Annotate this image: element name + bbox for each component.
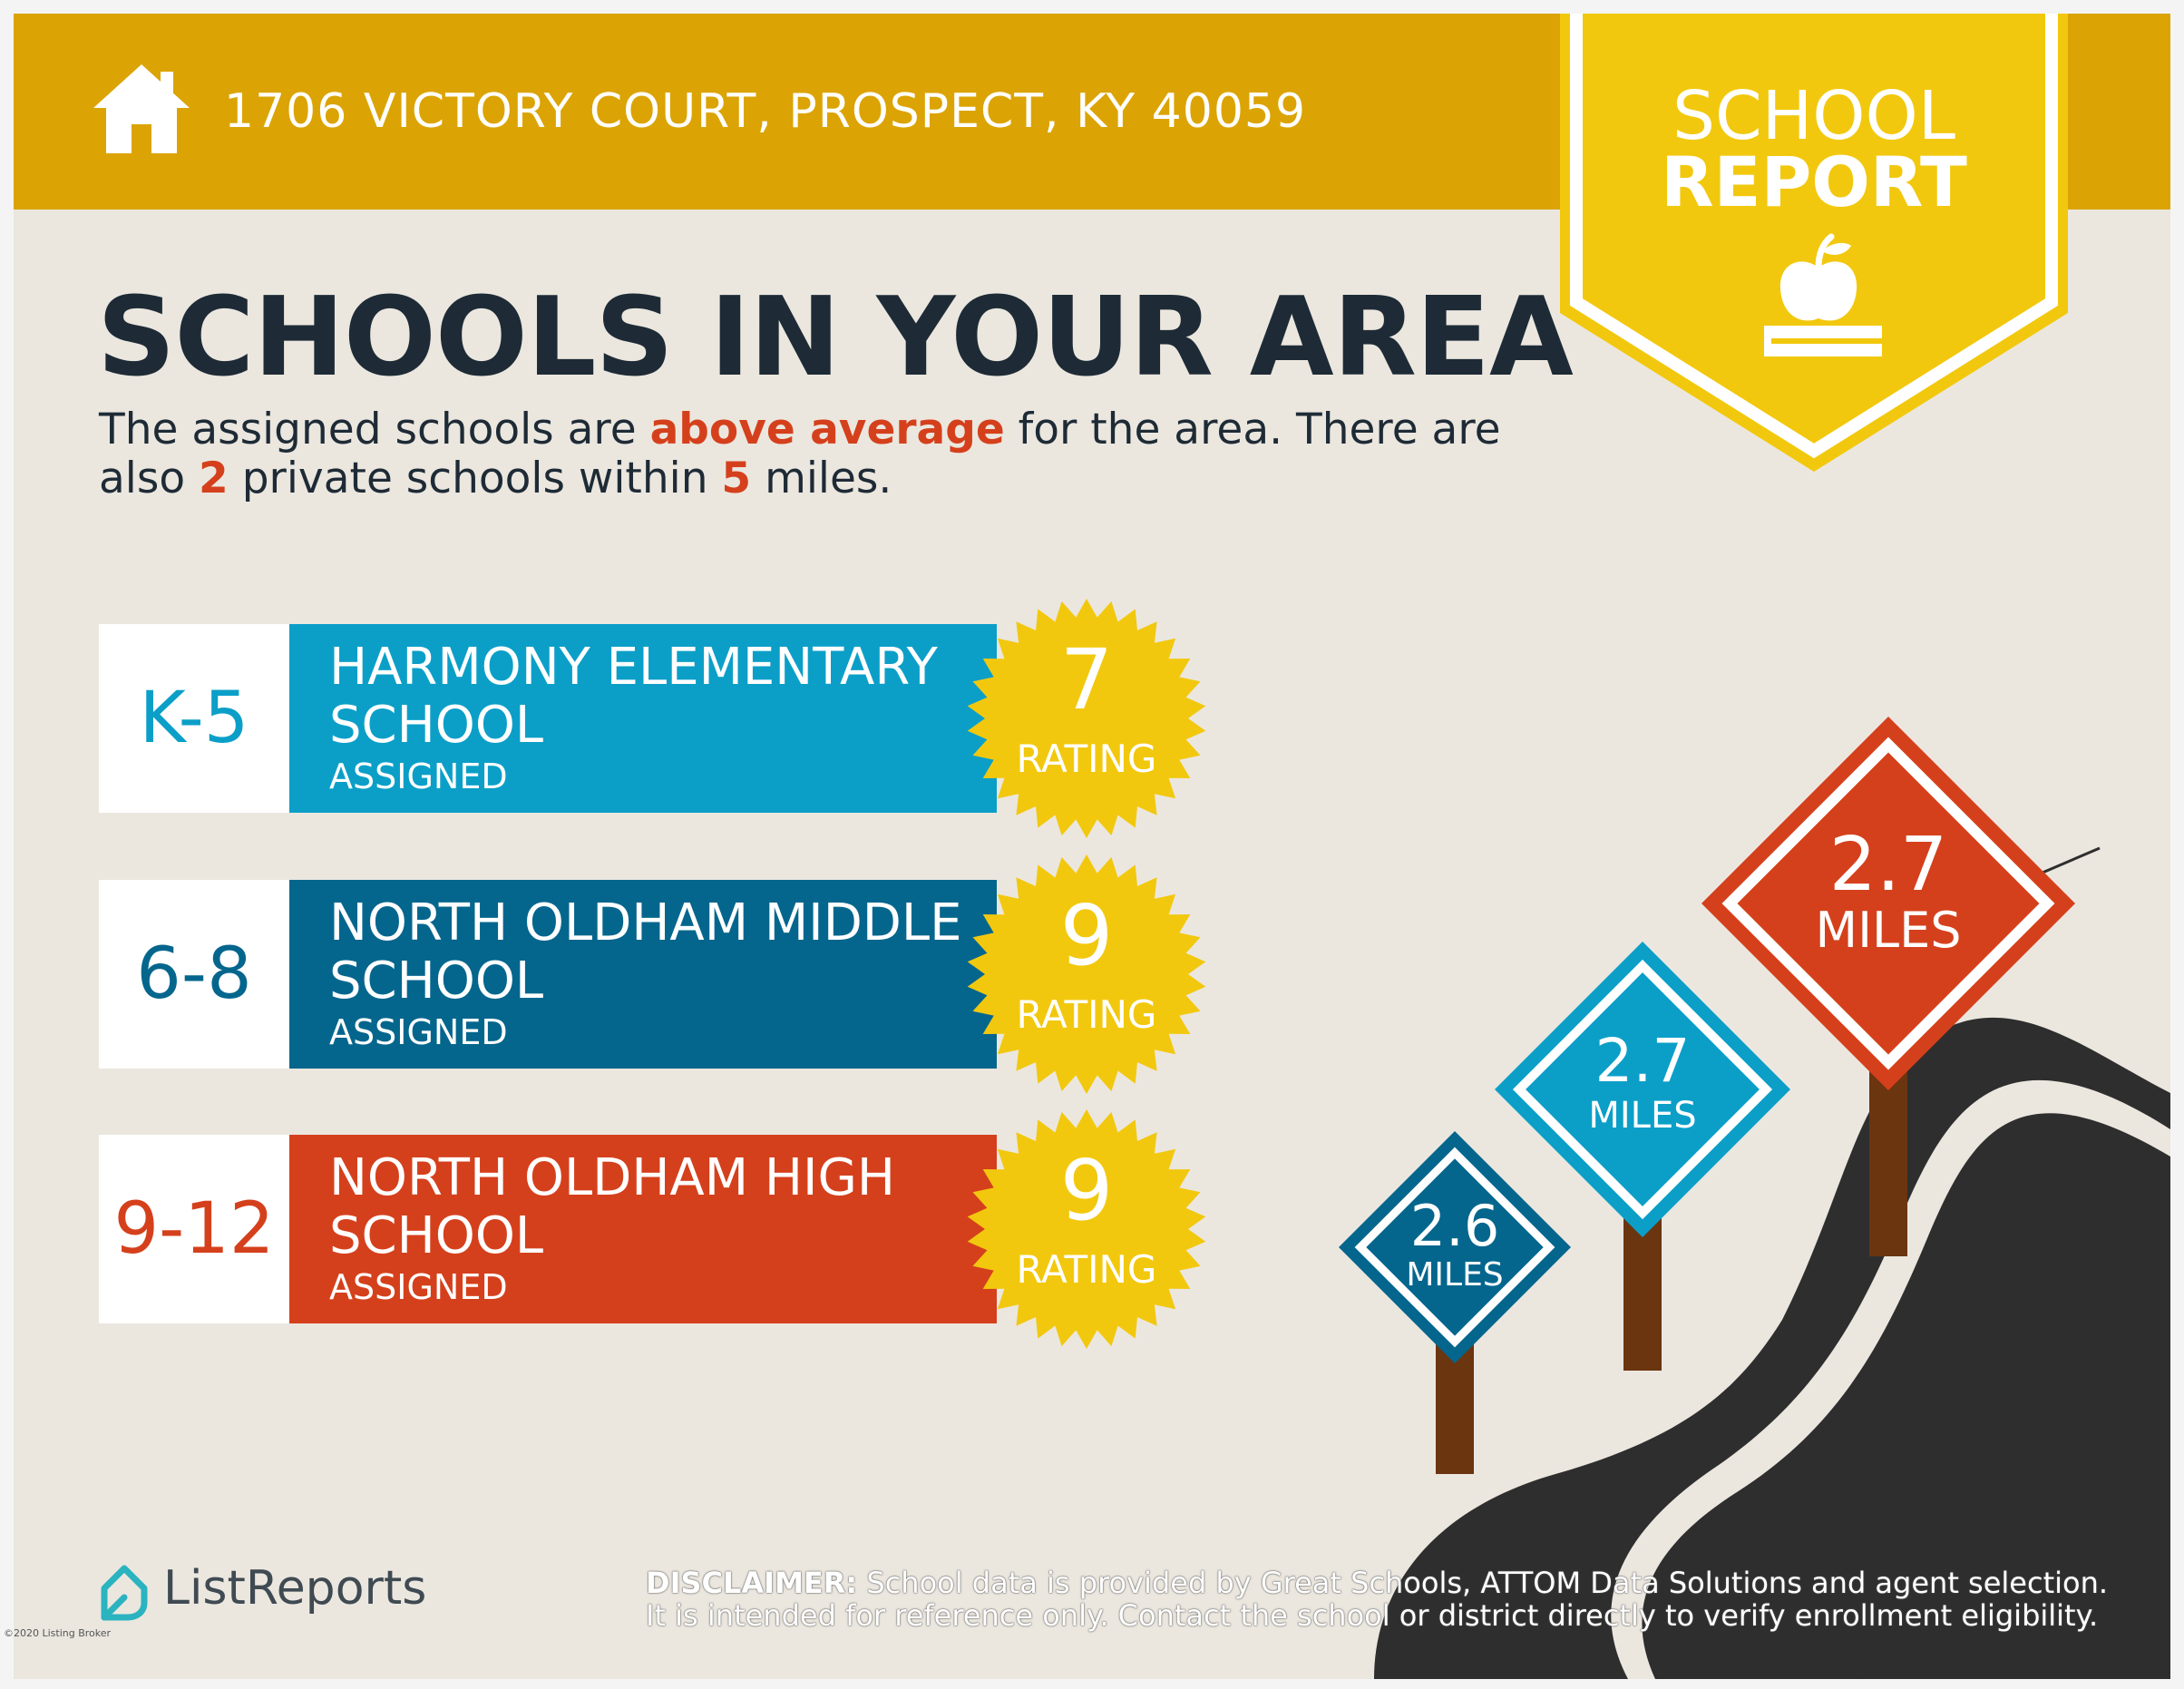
- school-status: ASSIGNED: [329, 1012, 508, 1052]
- listreports-logo-icon: [101, 1565, 148, 1621]
- summary-part1: The assigned schools are: [99, 405, 650, 454]
- badge-title-line2: REPORT: [1661, 142, 1967, 222]
- listreports-logo-text: ListReports: [163, 1561, 427, 1616]
- sign-3-unit: MILES: [1815, 902, 1962, 959]
- summary-highlight-radius: 5: [721, 454, 752, 503]
- rating-seal-icon: [967, 599, 1206, 838]
- distance-sign-2: [1495, 942, 1790, 1237]
- summary-part4: miles.: [751, 454, 892, 503]
- distance-sign-1: [1339, 1131, 1571, 1363]
- school-band: HARMONY ELEMENTARY SCHOOL ASSIGNED: [289, 624, 997, 813]
- sign-3-value: 2.7: [1828, 822, 1948, 908]
- grade-range: 6-8: [99, 880, 289, 1069]
- rating-value: 9: [1059, 1142, 1114, 1239]
- sign-2-value: 2.7: [1594, 1026, 1691, 1096]
- school-report-badge: [1560, 14, 2068, 472]
- sign-1-unit: MILES: [1406, 1256, 1504, 1294]
- school-row-elementary: K-5 HARMONY ELEMENTARY SCHOOL ASSIGNED 7…: [99, 599, 1214, 838]
- rating-value: 9: [1059, 887, 1114, 984]
- rating-seal-icon: [967, 854, 1206, 1094]
- rating-label: RATING: [1016, 992, 1157, 1037]
- school-band: NORTH OLDHAM HIGH SCHOOL ASSIGNED: [289, 1135, 997, 1323]
- page-headline: SCHOOLS IN YOUR AREA: [97, 275, 1574, 401]
- school-status: ASSIGNED: [329, 757, 508, 796]
- property-address: 1706 VICTORY COURT, PROSPECT, KY 40059: [224, 84, 1307, 139]
- school-name: NORTH OLDHAM HIGH SCHOOL: [329, 1148, 895, 1265]
- summary-highlight-private-count: 2: [199, 454, 229, 503]
- home-icon: [93, 64, 190, 153]
- badge-title-line1: SCHOOL: [1672, 77, 1955, 155]
- rating-label: RATING: [1016, 1247, 1157, 1292]
- distance-sign-3: [1701, 717, 2075, 1090]
- grade-range: 9-12: [99, 1135, 289, 1323]
- summary-part2: for the area. There are also: [99, 405, 1501, 503]
- school-band: NORTH OLDHAM MIDDLE SCHOOL ASSIGNED: [289, 880, 997, 1069]
- grade-range: K-5: [99, 624, 289, 813]
- disclaimer-body: School data is provided by Great Schools…: [646, 1566, 2109, 1633]
- sign-2-unit: MILES: [1588, 1095, 1697, 1137]
- road-scene: [1339, 717, 2170, 1679]
- summary-text: The assigned schools are above average f…: [99, 405, 1532, 503]
- school-report-page: 1706 VICTORY COURT, PROSPECT, KY 40059 S…: [14, 14, 2170, 1679]
- school-row-middle: 6-8 NORTH OLDHAM MIDDLE SCHOOL ASSIGNED …: [99, 854, 1214, 1094]
- disclaimer-text: DISCLAIMER: School data is provided by G…: [646, 1567, 2115, 1632]
- school-name: NORTH OLDHAM MIDDLE SCHOOL: [329, 893, 962, 1010]
- school-status: ASSIGNED: [329, 1267, 508, 1307]
- school-row-high: 9-12 NORTH OLDHAM HIGH SCHOOL ASSIGNED 9…: [99, 1109, 1214, 1349]
- rating-seal-icon: [967, 1109, 1206, 1349]
- sign-1-value: 2.6: [1409, 1193, 1500, 1259]
- rating-value: 7: [1059, 631, 1114, 728]
- summary-highlight-rating: above average: [649, 405, 1005, 454]
- apple-on-book-icon: [1764, 233, 1882, 356]
- rating-label: RATING: [1016, 737, 1157, 781]
- school-name: HARMONY ELEMENTARY SCHOOL: [329, 638, 938, 755]
- summary-part3: private schools within: [228, 454, 722, 503]
- disclaimer-label: DISCLAIMER:: [646, 1566, 858, 1600]
- copyright-watermark: ©2020 Listing Broker: [4, 1627, 112, 1639]
